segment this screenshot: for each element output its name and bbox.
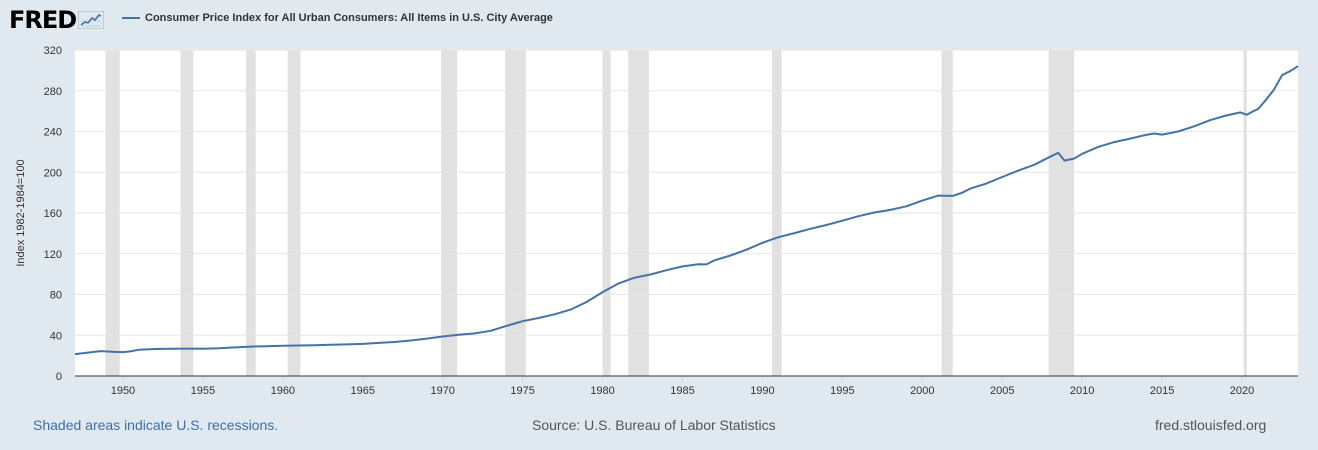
legend-swatch <box>122 17 140 19</box>
x-tick-label: 2010 <box>1070 385 1094 397</box>
site-url[interactable]: fred.stlouisfed.org <box>1155 417 1267 433</box>
x-tick-label: 1970 <box>430 385 454 397</box>
y-tick-label: 120 <box>44 249 62 261</box>
x-tick-label: 1955 <box>191 385 215 397</box>
cpi-line-chart[interactable]: 0 40 80 120 160 200 240 280 320 1950 1955 1960 1965 1… <box>0 0 1318 410</box>
y-tick-label: 80 <box>50 290 62 302</box>
y-tick-label: 0 <box>56 371 62 383</box>
legend-series-label: Consumer Price Index for All Urban Consu… <box>145 12 553 24</box>
x-tick-label: 1965 <box>351 385 375 397</box>
x-tick-label: 1995 <box>830 385 854 397</box>
source-note: Source: U.S. Bureau of Labor Statistics <box>532 417 776 433</box>
y-tick-label: 200 <box>44 167 62 179</box>
x-tick-label: 2005 <box>990 385 1014 397</box>
x-tick-label: 2015 <box>1150 385 1174 397</box>
y-tick-label: 280 <box>44 86 62 98</box>
x-tick-label: 1985 <box>670 385 694 397</box>
x-tick-label: 1950 <box>111 385 135 397</box>
fred-logo[interactable]: FRED <box>9 6 105 34</box>
x-tick-label: 1990 <box>750 385 774 397</box>
x-tick-label: 1960 <box>271 385 295 397</box>
x-tick-label: 1975 <box>510 385 534 397</box>
x-tick-label: 2000 <box>910 385 934 397</box>
chart-header: FRED Consumer Price Index for All Urban … <box>0 0 1318 40</box>
y-tick-label: 160 <box>44 208 62 220</box>
recession-note[interactable]: Shaded areas indicate U.S. recessions. <box>33 417 279 433</box>
y-tick-label: 320 <box>44 45 62 57</box>
y-axis-label: Index 1982-1984=100 <box>15 159 27 266</box>
fred-logo-text: FRED <box>9 6 77 34</box>
chart-legend[interactable]: Consumer Price Index for All Urban Consu… <box>122 12 553 24</box>
trend-line-icon <box>78 11 105 29</box>
y-tick-label: 240 <box>44 127 62 139</box>
cpi-series-line <box>74 65 1299 356</box>
x-tick-label: 1980 <box>590 385 614 397</box>
x-tick-label: 2020 <box>1230 385 1254 397</box>
y-tick-label: 40 <box>50 330 62 342</box>
